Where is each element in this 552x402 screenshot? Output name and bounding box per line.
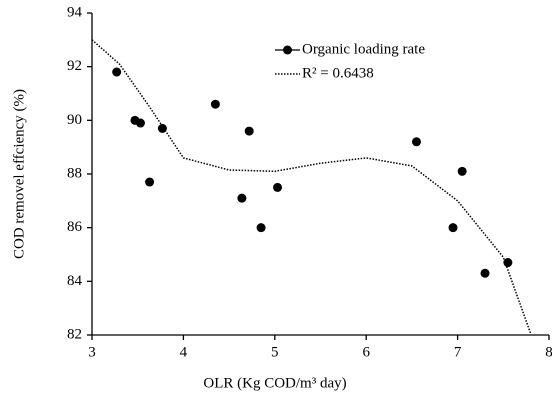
y-tick-label: 84 xyxy=(67,273,83,289)
data-point xyxy=(145,177,155,187)
y-tick-label: 90 xyxy=(67,112,82,128)
y-tick-label: 94 xyxy=(67,4,83,20)
data-point xyxy=(411,137,421,147)
y-tick-label: 86 xyxy=(67,219,83,235)
data-point xyxy=(256,223,266,233)
data-point xyxy=(503,258,513,268)
y-axis-label: COD removel effciency (%) xyxy=(11,89,27,259)
data-point xyxy=(112,67,122,77)
x-tick-label: 3 xyxy=(88,344,96,360)
legend-label: Organic loading rate xyxy=(302,41,425,57)
data-point xyxy=(135,118,145,128)
x-tick-label: 6 xyxy=(362,344,370,360)
data-point xyxy=(448,223,458,233)
data-point xyxy=(457,166,467,176)
y-tick-label: 92 xyxy=(67,58,82,74)
x-tick-label: 5 xyxy=(271,344,279,360)
data-point xyxy=(237,193,247,203)
legend-marker xyxy=(283,45,292,55)
data-point xyxy=(210,99,220,109)
x-tick-label: 7 xyxy=(454,344,462,360)
x-axis-label: OLR (Kg COD/m³ day) xyxy=(203,375,346,391)
x-tick-label: 4 xyxy=(180,344,188,360)
y-tick-label: 88 xyxy=(67,165,82,181)
x-tick-label: 8 xyxy=(545,344,552,360)
data-point xyxy=(480,268,490,278)
data-point xyxy=(244,126,254,136)
trend-line xyxy=(91,39,532,334)
y-tick-label: 82 xyxy=(67,326,82,342)
legend-label: R² = 0.6438 xyxy=(302,65,374,81)
data-point xyxy=(273,182,283,192)
